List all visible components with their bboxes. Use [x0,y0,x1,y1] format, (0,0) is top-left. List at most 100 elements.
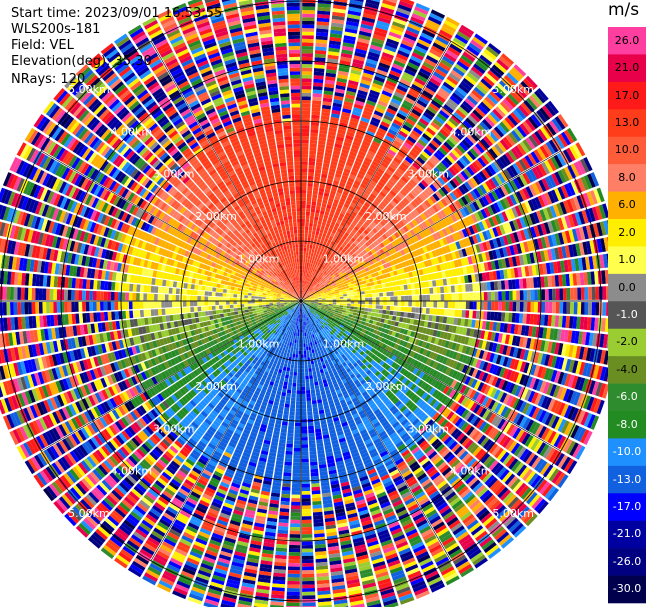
velocity-gate [466,134,477,145]
velocity-gate [519,189,527,201]
velocity-gate [308,165,315,170]
velocity-gate [458,239,465,249]
velocity-gate [421,253,427,261]
velocity-gate [508,279,513,290]
velocity-gate [503,168,512,180]
velocity-gate [468,283,473,292]
velocity-gate [295,197,301,201]
velocity-gate [412,250,418,257]
velocity-gate [500,185,509,196]
velocity-gate [364,294,369,298]
velocity-gate [428,172,437,181]
velocity-gate [521,266,526,277]
velocity-gate [411,176,420,184]
velocity-gate [432,193,440,202]
velocity-gate [329,299,333,301]
velocity-gate [569,197,578,212]
velocity-gate [461,183,470,193]
velocity-gate [570,163,580,178]
velocity-gate [537,237,544,250]
velocity-gate [584,287,589,300]
velocity-gate [455,187,464,197]
velocity-gate [465,292,470,301]
velocity-gate [294,172,301,176]
velocity-gate [310,294,314,297]
velocity-gate [288,38,300,43]
velocity-gate [334,261,339,266]
velocity-gate [523,241,530,253]
velocity-gate [575,142,586,157]
velocity-gate [428,226,435,234]
velocity-gate [434,257,440,265]
velocity-gate [399,227,406,235]
velocity-gate [454,175,464,185]
velocity-gate [432,241,439,250]
velocity-gate [547,190,556,204]
velocity-gate [329,297,333,300]
velocity-gate [530,151,540,164]
velocity-gate [513,267,519,278]
velocity-gate [312,89,323,94]
velocity-gate [483,135,493,147]
velocity-gate [429,195,437,204]
velocity-gate [301,164,308,169]
velocity-gate [453,162,463,172]
velocity-gate [430,258,436,266]
velocity-gate [493,281,499,291]
velocity-gate [418,182,426,191]
velocity-gate [524,265,530,277]
velocity-gate [365,297,369,301]
velocity-gate [480,138,491,149]
velocity-gate [330,279,335,284]
velocity-gate [368,297,373,301]
velocity-gate [519,123,530,136]
velocity-gate [346,290,351,294]
velocity-gate [307,297,311,300]
velocity-gate [441,228,449,237]
velocity-gate [562,288,567,300]
velocity-gate [340,263,346,268]
velocity-gate [471,245,478,254]
velocity-gate [301,107,311,112]
velocity-gate [293,143,301,147]
velocity-gate [334,279,339,284]
velocity-gate [481,252,487,262]
velocity-gate [301,186,307,191]
velocity-gate [483,207,491,218]
velocity-gate [289,67,301,72]
velocity-gate [456,276,462,284]
velocity-gate [320,291,324,294]
velocity-gate [498,247,505,258]
velocity-gate [335,291,340,294]
velocity-gate [310,136,318,141]
velocity-gate [333,265,338,270]
velocity-gate [292,125,301,129]
velocity-gate [283,246,287,251]
velocity-gate [301,100,311,104]
velocity-gate [529,213,537,225]
velocity-gate [345,285,350,289]
velocity-gate [301,200,306,205]
velocity-gate [351,283,356,287]
velocity-gate [583,175,593,190]
velocity-gate [305,211,310,216]
velocity-gate [542,263,548,275]
velocity-gate [369,260,375,266]
velocity-gate [412,235,419,242]
velocity-gate [302,17,315,22]
velocity-gate [360,291,365,295]
velocity-gate [453,130,463,141]
velocity-gate [290,197,296,202]
velocity-gate [306,197,312,202]
velocity-gate [389,291,394,296]
velocity-gate [560,260,566,273]
velocity-gate [322,287,327,290]
velocity-gate [307,190,313,195]
velocity-gate [301,146,309,151]
velocity-gate [461,284,466,292]
velocity-gate [367,256,373,262]
velocity-gate [356,267,362,272]
velocity-gate [282,231,287,236]
velocity-gate [583,272,588,286]
velocity-gate [566,127,578,142]
